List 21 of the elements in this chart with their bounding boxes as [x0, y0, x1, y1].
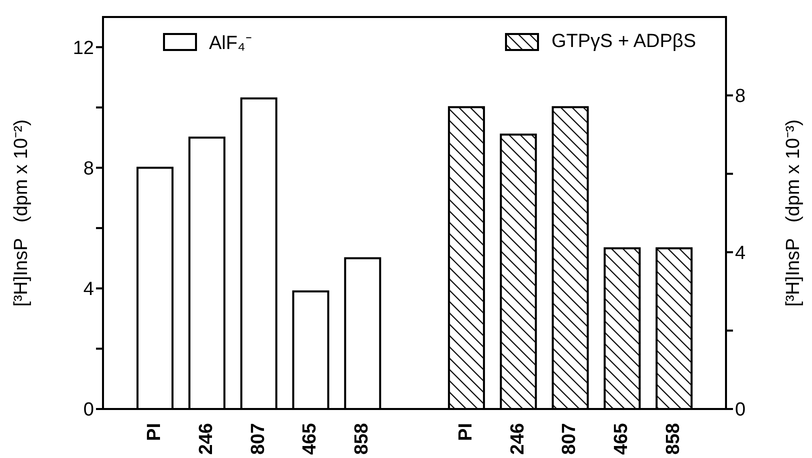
x-tick-label: 807: [559, 423, 580, 455]
x-tick-label: 246: [196, 423, 217, 455]
y-tick-label: 0: [83, 400, 94, 421]
x-tick-label: PI: [144, 423, 165, 441]
x-tick-label: PI: [455, 423, 476, 441]
y2-tick-label: 4: [735, 242, 746, 264]
y-axis-title: [³H]InsP (dpm x 10⁻²): [11, 119, 32, 307]
legend-label: GTPγS + ADPβS: [551, 31, 696, 53]
x-tick-label: 858: [663, 423, 684, 455]
y2-axis-title: [³H]InsP (dpm x 10⁻³): [783, 119, 804, 307]
y-tick-label: 4: [83, 279, 94, 300]
y-tick-label: 12: [72, 38, 94, 59]
x-tick-label: 246: [507, 423, 528, 455]
x-tick-label: 465: [300, 422, 321, 455]
x-tick-label: 465: [611, 422, 632, 455]
x-tick-label: 858: [352, 423, 373, 455]
y-tick-label: 8: [83, 158, 94, 180]
y2-tick-label: 8: [735, 86, 746, 108]
legend-label: AlF₄⁻: [209, 32, 252, 55]
y2-tick-label: 0: [735, 400, 746, 421]
x-tick-label: 807: [248, 423, 269, 455]
